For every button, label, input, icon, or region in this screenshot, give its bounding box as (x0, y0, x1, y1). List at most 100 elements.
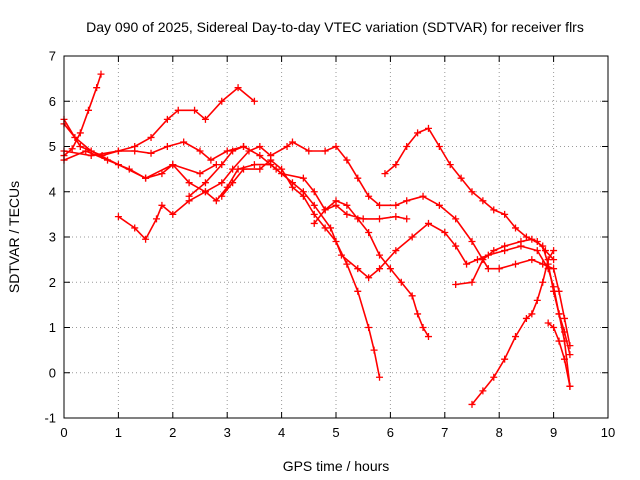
data-point (479, 197, 487, 205)
data-point (142, 174, 150, 182)
data-point (201, 115, 209, 123)
data-point (84, 106, 92, 114)
series-track-11 (452, 235, 574, 359)
x-tick-label: 1 (115, 425, 122, 440)
y-axis-ticks: -1 0 1 2 3 4 5 6 7 (44, 49, 608, 426)
x-tick-label: 5 (332, 425, 339, 440)
data-point (392, 161, 400, 169)
y-tick-label: 3 (49, 230, 56, 245)
data-point (343, 210, 351, 218)
data-point (424, 333, 432, 341)
data-point (468, 238, 476, 246)
data-point (522, 314, 530, 322)
data-point (196, 170, 204, 178)
data-point (386, 265, 394, 273)
data-point (381, 170, 389, 178)
data-point (501, 210, 509, 218)
x-tick-label: 6 (387, 425, 394, 440)
data-point (201, 188, 209, 196)
data-point (528, 256, 536, 264)
series-track-3 (60, 115, 248, 164)
series-track-5 (60, 147, 411, 223)
data-point (147, 133, 155, 141)
data-point (560, 328, 568, 336)
data-point (544, 319, 552, 327)
data-point (332, 238, 340, 246)
y-tick-label: 1 (49, 320, 56, 335)
data-point (240, 165, 248, 173)
data-point (250, 161, 258, 169)
series-track-4 (60, 84, 258, 160)
y-tick-label: 5 (49, 139, 56, 154)
data-point (566, 382, 574, 390)
series-track-12 (468, 247, 558, 408)
data-point (240, 143, 248, 150)
data-point (555, 310, 563, 318)
data-point (218, 192, 226, 200)
data-point (82, 147, 90, 155)
data-point (495, 265, 503, 273)
data-point (169, 161, 177, 169)
x-axis-ticks: 0 1 2 3 4 5 6 7 8 9 10 (60, 56, 615, 440)
series-line (313, 200, 430, 338)
data-point (550, 247, 558, 255)
data-point (490, 206, 498, 214)
y-axis-label: SDTVAR / TECUs (6, 181, 22, 293)
data-point (517, 238, 525, 246)
data-point (332, 143, 340, 150)
data-point (452, 281, 460, 289)
data-point (354, 174, 362, 182)
data-point (250, 97, 258, 105)
y-tick-label: 2 (49, 275, 56, 290)
x-tick-label: 8 (496, 425, 503, 440)
data-point (288, 138, 296, 146)
data-point (408, 292, 416, 300)
data-point (76, 129, 84, 137)
data-point (365, 228, 373, 236)
data-point (479, 256, 487, 264)
plot-frame (63, 55, 609, 419)
data-point (463, 260, 471, 268)
data-point (114, 147, 122, 155)
data-point (158, 170, 166, 178)
x-tick-label: 7 (441, 425, 448, 440)
data-point (414, 310, 422, 318)
data-point (142, 235, 150, 243)
data-point (283, 143, 291, 150)
data-point (229, 179, 237, 187)
data-point (376, 201, 384, 209)
data-point (403, 143, 411, 150)
series-track-6 (114, 138, 574, 350)
data-point (550, 287, 558, 295)
data-point (370, 346, 378, 354)
data-point (528, 235, 536, 243)
data-point (234, 84, 242, 92)
y-tick-label: -1 (44, 411, 56, 426)
data-point (256, 143, 264, 150)
y-tick-label: 4 (49, 184, 56, 199)
x-tick-label: 9 (550, 425, 557, 440)
data-point (229, 165, 237, 173)
data-point (435, 201, 443, 209)
data-point (343, 201, 351, 209)
data-point (332, 197, 340, 205)
series-track-9 (310, 197, 432, 341)
data-point (457, 174, 465, 182)
data-point (435, 143, 443, 150)
series-track-1 (60, 70, 105, 160)
data-point (560, 355, 568, 363)
data-point (528, 310, 536, 318)
data-point (185, 192, 193, 200)
y-tick-label: 0 (49, 365, 56, 380)
data-point (392, 201, 400, 209)
data-point (365, 274, 373, 282)
data-point (343, 156, 351, 164)
data-point (343, 260, 351, 268)
y-tick-label: 7 (49, 49, 56, 64)
x-tick-label: 0 (60, 425, 67, 440)
data-point (392, 247, 400, 255)
data-point (229, 147, 237, 155)
data-point (501, 355, 509, 363)
data-point (452, 242, 460, 250)
